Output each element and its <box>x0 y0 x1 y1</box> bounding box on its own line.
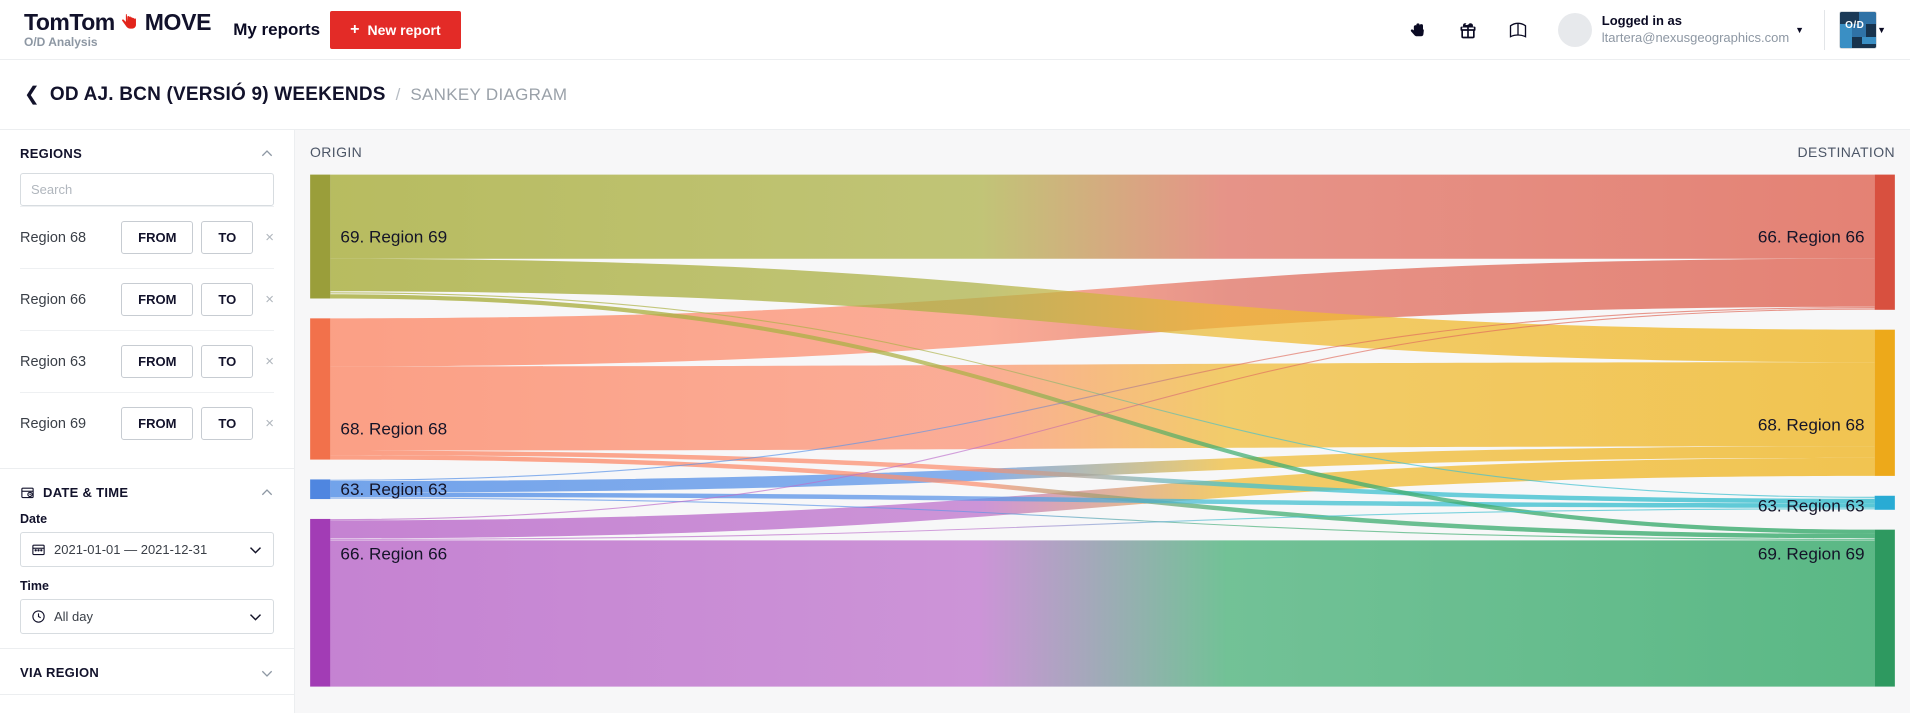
svg-text:69. Region 69: 69. Region 69 <box>340 228 447 247</box>
svg-text:66. Region 66: 66. Region 66 <box>1758 228 1865 247</box>
svg-text:63. Region 63: 63. Region 63 <box>340 480 447 499</box>
svg-text:66. Region 66: 66. Region 66 <box>340 544 447 563</box>
svg-text:68. Region 68: 68. Region 68 <box>340 420 447 439</box>
svg-text:63. Region 63: 63. Region 63 <box>1758 496 1865 515</box>
svg-text:69. Region 69: 69. Region 69 <box>1758 544 1865 563</box>
svg-text:68. Region 68: 68. Region 68 <box>1758 415 1865 434</box>
